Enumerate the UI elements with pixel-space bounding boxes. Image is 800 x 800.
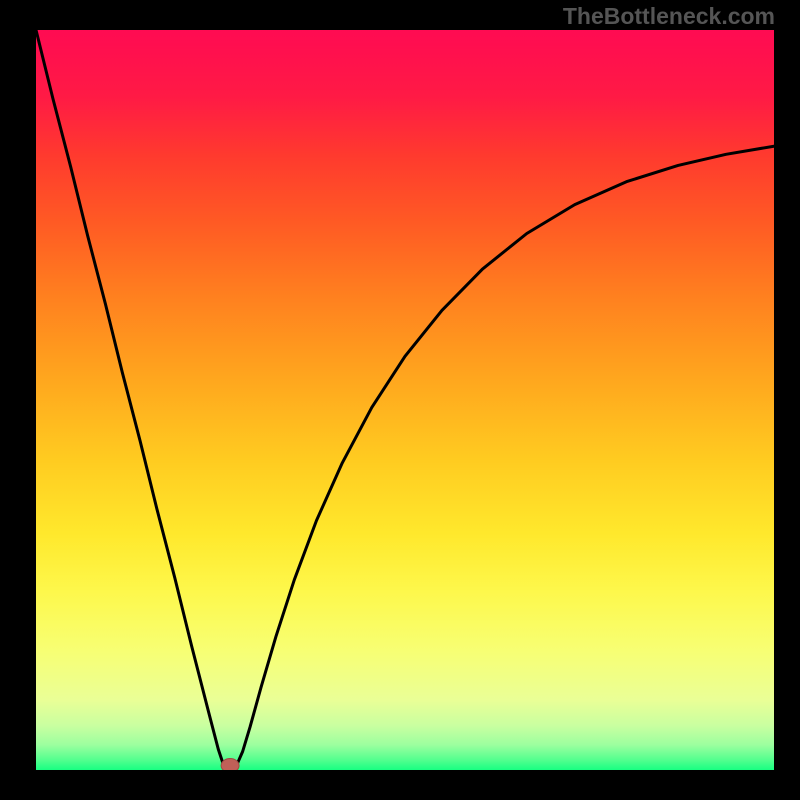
minimum-marker xyxy=(221,759,239,770)
curve-path xyxy=(36,30,774,770)
stage: TheBottleneck.com xyxy=(0,0,800,800)
bottleneck-curve xyxy=(36,30,774,770)
watermark-text: TheBottleneck.com xyxy=(563,3,775,30)
plot-area xyxy=(36,30,774,770)
